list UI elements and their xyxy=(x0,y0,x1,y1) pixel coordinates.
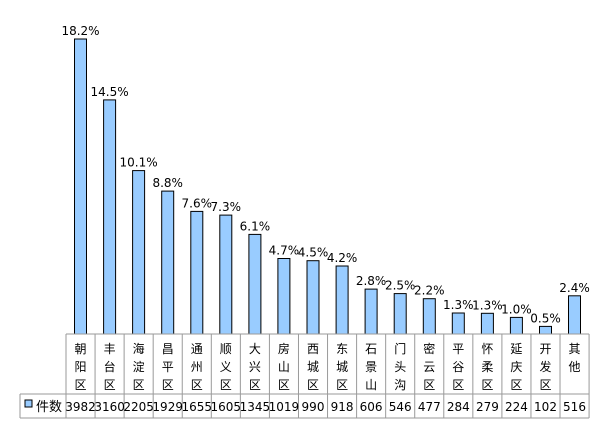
data-label-1: 14.5% xyxy=(91,85,129,99)
category-label-3: 昌平区 xyxy=(162,342,174,392)
table-value-2: 2205 xyxy=(123,400,154,414)
data-label-9: 4.2% xyxy=(327,251,358,265)
data-label-3: 8.8% xyxy=(152,176,183,190)
table-value-6: 1345 xyxy=(240,400,271,414)
table-value-16: 102 xyxy=(534,400,557,414)
bar-13 xyxy=(451,312,465,335)
category-label-2: 海淀区 xyxy=(133,341,145,392)
table-value-8: 990 xyxy=(302,400,325,414)
table-value-7: 1019 xyxy=(269,400,300,414)
category-label-15: 延庆区 xyxy=(510,342,522,392)
table-value-15: 224 xyxy=(505,400,528,414)
table-value-1: 3160 xyxy=(94,400,125,414)
table-value-4: 1655 xyxy=(182,400,213,414)
data-label-11: 2.5% xyxy=(385,279,416,293)
category-label-14: 怀柔区 xyxy=(481,342,493,392)
data-label-16: 0.5% xyxy=(530,311,561,325)
category-label-5: 顺义区 xyxy=(220,342,232,392)
bar-8 xyxy=(306,260,320,335)
bar-10 xyxy=(364,288,378,335)
legend-key xyxy=(24,399,33,408)
data-table: 朝阳区 丰台区 海淀区 昌平区 通州区 顺义区 大兴区 房山区 西城区 东城区 石景山 门头沟 密云区 平… xyxy=(19,333,590,419)
category-label-16: 开发区 xyxy=(539,342,551,392)
category-label-0: 朝阳区 xyxy=(74,342,86,392)
bar-9 xyxy=(335,265,349,335)
category-label-13: 平谷区 xyxy=(452,342,464,392)
bar-0 xyxy=(74,38,87,335)
data-label-14: 1.3% xyxy=(472,298,503,312)
category-label-8: 西城区 xyxy=(307,342,319,392)
bar-6 xyxy=(248,233,262,335)
data-label-12: 2.2% xyxy=(414,284,445,298)
bar-17 xyxy=(568,295,581,335)
category-label-9: 东城区 xyxy=(336,342,348,392)
bar-7 xyxy=(277,258,291,335)
bar-3 xyxy=(161,190,175,335)
data-label-17: 2.4% xyxy=(559,281,590,295)
bar-4 xyxy=(190,210,204,335)
table-value-14: 279 xyxy=(476,400,499,414)
table-value-13: 284 xyxy=(447,400,470,414)
category-label-17: 其他 xyxy=(568,342,580,374)
table-value-17: 516 xyxy=(563,400,586,414)
bar-15 xyxy=(509,316,523,335)
data-label-10: 2.8% xyxy=(356,274,387,288)
bar-12 xyxy=(422,298,436,335)
bar-16 xyxy=(539,325,552,335)
bar-11 xyxy=(393,293,407,335)
category-label-4: 通州区 xyxy=(191,342,203,392)
category-label-7: 房山区 xyxy=(278,341,290,392)
data-label-6: 6.1% xyxy=(240,219,271,233)
data-label-4: 7.6% xyxy=(182,196,213,210)
category-label-11: 门头沟 xyxy=(394,341,406,392)
table-value-10: 606 xyxy=(360,400,383,414)
bars-group xyxy=(74,38,581,335)
bar-14 xyxy=(480,312,494,335)
data-label-15: 1.0% xyxy=(501,302,532,316)
data-label-7: 4.7% xyxy=(269,244,300,258)
legend-series-name: 件数 xyxy=(36,400,62,415)
data-label-13: 1.3% xyxy=(443,298,474,312)
data-label-0: 18.2% xyxy=(61,24,99,38)
table-value-9: 918 xyxy=(331,400,354,414)
category-label-6: 大兴区 xyxy=(249,342,261,392)
data-labels-group: 18.2% 14.5% 10.1% 8.8% 7.6%7.3% 6.1% 4.7%4.5%4… xyxy=(61,24,589,325)
table-value-12: 477 xyxy=(418,400,441,414)
bar-5 xyxy=(219,214,233,335)
bar-2 xyxy=(132,170,146,335)
data-label-8: 4.5% xyxy=(298,246,329,260)
table-value-5: 1605 xyxy=(211,400,242,414)
category-label-12: 密云区 xyxy=(423,341,435,392)
data-label-2: 10.1% xyxy=(120,156,158,170)
category-label-1: 丰台区 xyxy=(104,342,116,392)
bar-1 xyxy=(103,99,117,335)
data-label-5: 7.3% xyxy=(211,200,242,214)
table-value-11: 546 xyxy=(389,400,412,414)
category-label-10: 石景山 xyxy=(365,342,377,392)
table-value-3: 1929 xyxy=(152,400,183,414)
table-value-0: 3982 xyxy=(65,400,96,414)
